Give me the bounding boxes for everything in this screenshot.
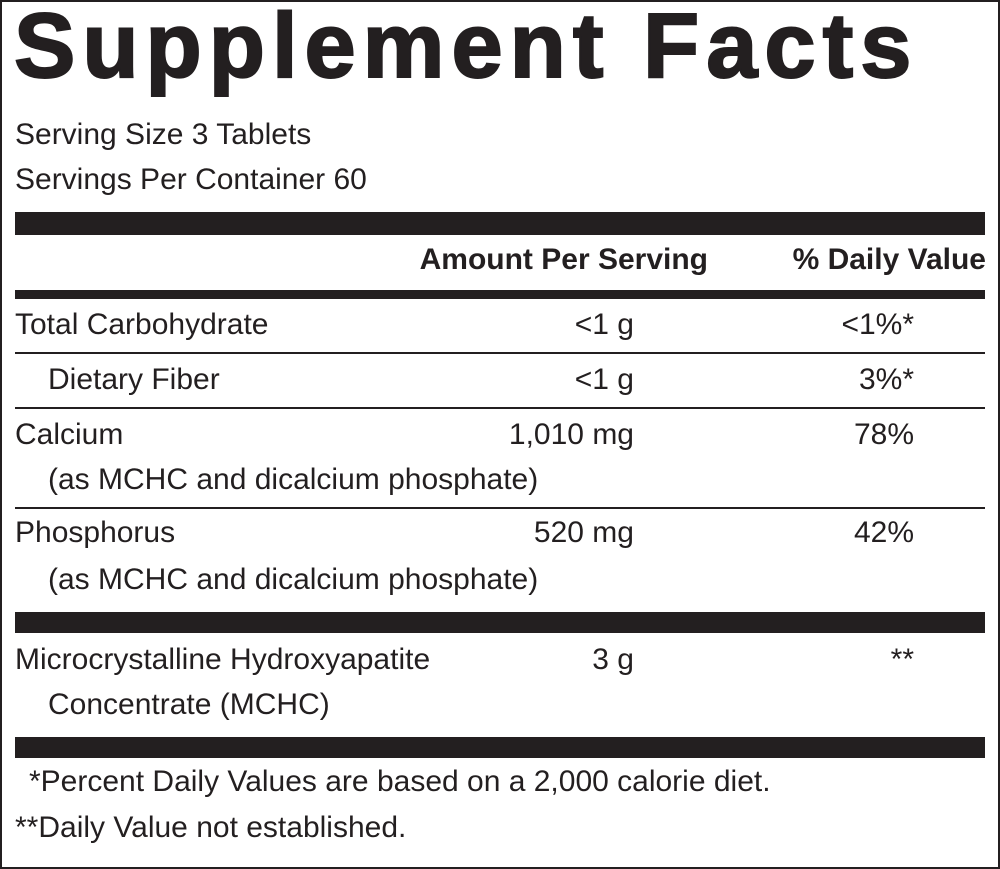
- row-name: Microcrystalline Hydroxyapatite: [15, 643, 431, 676]
- row-amount: 1,010 mg: [508, 418, 634, 451]
- row-name: Calcium: [15, 418, 124, 451]
- row-name: Phosphorus: [15, 516, 176, 549]
- row-name: Total Carbohydrate: [15, 308, 269, 341]
- serving-size: Serving Size 3 Tablets: [15, 118, 312, 151]
- thin-divider: [15, 352, 985, 354]
- row-amount: 3 g: [592, 643, 634, 676]
- thin-divider: [15, 407, 985, 409]
- row-dv: 3%*: [858, 363, 914, 396]
- row-dv: **: [890, 643, 914, 676]
- medium-divider: [15, 290, 985, 299]
- footnote-daily-values: *Percent Daily Values are based on a 2,0…: [29, 765, 771, 798]
- row-amount: 520 mg: [533, 516, 634, 549]
- row-amount: <1 g: [574, 363, 634, 396]
- servings-per-container: Servings Per Container 60: [15, 163, 367, 196]
- thick-divider: [15, 737, 985, 758]
- row-sub: (as MCHC and dicalcium phosphate): [48, 563, 539, 596]
- row-name: Dietary Fiber: [48, 363, 220, 396]
- row-sub: Concentrate (MCHC): [48, 688, 330, 721]
- row-sub: (as MCHC and dicalcium phosphate): [48, 463, 539, 496]
- header-daily-value: % Daily Value: [792, 243, 986, 276]
- header-amount: Amount Per Serving: [419, 243, 708, 276]
- label-title: Supplement Facts: [13, 0, 919, 97]
- thick-divider: [15, 612, 985, 633]
- thick-divider: [15, 212, 985, 235]
- footnote-not-established: **Daily Value not established.: [15, 811, 407, 844]
- row-dv: 78%: [853, 418, 914, 451]
- thin-divider: [15, 507, 985, 509]
- row-dv: 42%: [853, 516, 914, 549]
- row-dv: <1%*: [841, 308, 914, 341]
- row-amount: <1 g: [574, 308, 634, 341]
